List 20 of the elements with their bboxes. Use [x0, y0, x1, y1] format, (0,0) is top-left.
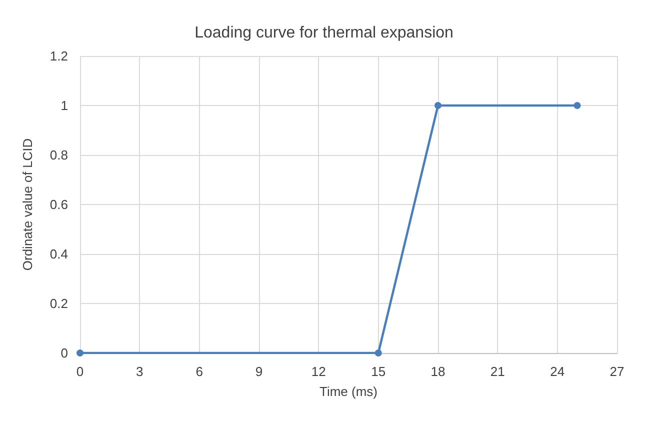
y-tick-label: 1 — [60, 98, 68, 113]
x-tick-label: 27 — [610, 364, 624, 379]
y-tick-label: 1.2 — [50, 48, 68, 64]
x-tick-label: 12 — [311, 364, 326, 379]
x-tick-label: 18 — [430, 364, 446, 379]
x-tick-label: 21 — [490, 364, 505, 379]
x-tick-label: 9 — [255, 364, 263, 379]
y-tick-label: 0.4 — [50, 246, 68, 262]
y-tick-label: 0.2 — [50, 296, 68, 311]
y-tick-label: 0.6 — [50, 197, 68, 212]
chart-title: Loading curve for thermal expansion — [194, 24, 454, 42]
y-tick-label: 0 — [60, 346, 68, 360]
x-tick-label: 6 — [196, 364, 203, 379]
y-axis-title: Ordinate value of LCID — [20, 138, 35, 271]
x-axis-title: Time (ms) — [319, 384, 378, 399]
y-tick-label: 0.8 — [50, 148, 68, 162]
x-tick-label: 3 — [136, 364, 144, 379]
x-tick-label: 0 — [76, 364, 84, 379]
x-tick-label: 15 — [371, 364, 386, 379]
x-tick-label: 24 — [550, 364, 565, 379]
